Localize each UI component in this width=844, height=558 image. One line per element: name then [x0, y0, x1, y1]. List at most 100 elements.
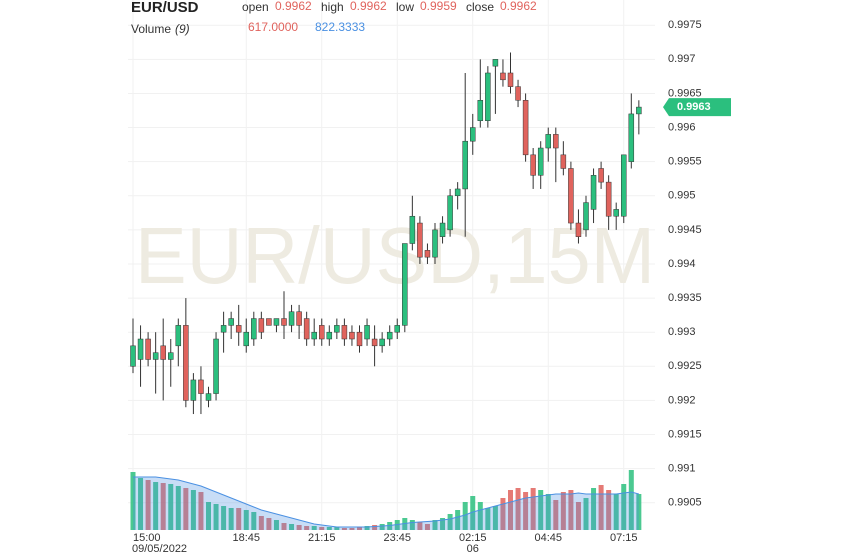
volume-period: (9): [175, 22, 190, 36]
volume-bar: [319, 527, 325, 530]
candle-body: [379, 338, 385, 347]
volume-bar: [175, 486, 181, 530]
volume-bar: [568, 490, 574, 530]
candle-body: [424, 250, 431, 258]
volume-bar: [591, 488, 597, 530]
candle-body: [522, 100, 529, 156]
candle-body: [409, 215, 416, 244]
last-price-box: [663, 98, 731, 117]
volume-ma-line: [133, 476, 639, 528]
legend-value: 0.9962: [500, 0, 537, 13]
volume-bar: [553, 500, 559, 530]
volume-bar: [432, 520, 438, 530]
candle-body: [394, 325, 400, 333]
volume-bar: [334, 527, 340, 530]
legend-value: 0.9962: [350, 0, 387, 13]
candle-body: [492, 59, 499, 67]
volume-bar: [621, 484, 627, 530]
legend-label: open: [242, 0, 269, 14]
volume-bar: [138, 478, 144, 530]
x-tick-sublabel: 09/05/2022: [132, 543, 187, 555]
legend-label: low: [396, 0, 414, 14]
candle-body: [251, 318, 257, 340]
candle-body: [537, 147, 544, 176]
y-tick-label: 0.9955: [668, 156, 702, 168]
volume-bar: [477, 502, 483, 530]
candle-body: [621, 154, 627, 217]
legend-label: close: [466, 0, 494, 14]
x-tick-sublabel: 06: [467, 543, 479, 555]
candle-body: [228, 318, 234, 326]
volume-bar: [455, 510, 461, 530]
volume-bar: [440, 518, 446, 530]
x-tick-label: 23:45: [383, 532, 411, 544]
x-tick-label: 18:45: [232, 532, 260, 544]
candle-body: [258, 318, 265, 333]
candle-body: [553, 134, 559, 149]
volume-bar: [236, 508, 242, 530]
candle-body: [590, 175, 597, 210]
volume-bar: [304, 526, 310, 530]
volume-bar: [409, 520, 415, 530]
candle-body: [485, 72, 491, 121]
candle-body: [545, 134, 551, 149]
candle-body: [500, 72, 506, 81]
candle-body: [560, 154, 567, 169]
candle-body: [303, 318, 310, 340]
candle-body: [530, 154, 536, 176]
y-tick-label: 0.9945: [668, 224, 702, 236]
y-tick-label: 0.992: [668, 394, 696, 406]
volume-bar: [417, 522, 423, 530]
watermark: EUR/USD,15M: [135, 211, 655, 300]
legend-label: high: [321, 0, 344, 14]
chart-title: EUR/USD: [131, 0, 199, 16]
candle-body: [311, 331, 317, 340]
candle-body: [334, 325, 340, 333]
volume-bar: [462, 502, 468, 530]
y-tick-label: 0.995: [668, 190, 696, 202]
candle-body: [160, 345, 166, 360]
legend-value: 0.9959: [420, 0, 457, 13]
volume-bar: [598, 485, 604, 530]
x-tick-label: 15:00: [133, 532, 161, 544]
candle-body: [296, 311, 302, 326]
candle-body: [470, 127, 476, 142]
candle-body: [130, 345, 136, 367]
y-tick-label: 0.997: [668, 53, 696, 65]
candle-body: [477, 100, 484, 121]
y-tick-label: 0.9905: [668, 497, 702, 509]
volume-bar: [190, 490, 196, 530]
y-tick-label: 0.9925: [668, 360, 702, 372]
volume-bar: [538, 490, 544, 530]
candle-body: [235, 325, 242, 333]
volume-bar: [575, 502, 581, 530]
x-tick-label: 07:15: [610, 532, 638, 544]
volume-bar: [613, 494, 619, 530]
volume-bar: [379, 524, 385, 530]
y-tick-label: 0.996: [668, 121, 696, 133]
volume-label: Volume: [131, 22, 171, 36]
candle-body: [371, 338, 378, 347]
candle-body: [417, 222, 423, 258]
volume-bar: [606, 490, 612, 530]
volume-bar: [372, 525, 378, 530]
candle-body: [281, 318, 287, 326]
candle-body: [605, 181, 612, 217]
volume-bar: [364, 526, 370, 530]
legend-value: 0.9962: [275, 0, 312, 13]
candle-body: [636, 106, 642, 115]
volume-bar: [266, 518, 272, 530]
candle-body: [356, 331, 363, 347]
volume-bar: [492, 506, 498, 530]
candle-body: [183, 325, 189, 401]
volume-bar: [485, 508, 491, 530]
volume-bar: [326, 527, 332, 530]
x-tick-label: 21:15: [308, 532, 336, 544]
x-tick-label: 04:45: [534, 532, 562, 544]
volume-bar: [213, 504, 219, 530]
volume-bar: [160, 483, 166, 530]
candle-body: [447, 195, 453, 231]
x-tick-label: 02:15: [459, 532, 487, 544]
volume-bar: [183, 488, 189, 530]
y-tick-label: 0.993: [668, 326, 696, 338]
